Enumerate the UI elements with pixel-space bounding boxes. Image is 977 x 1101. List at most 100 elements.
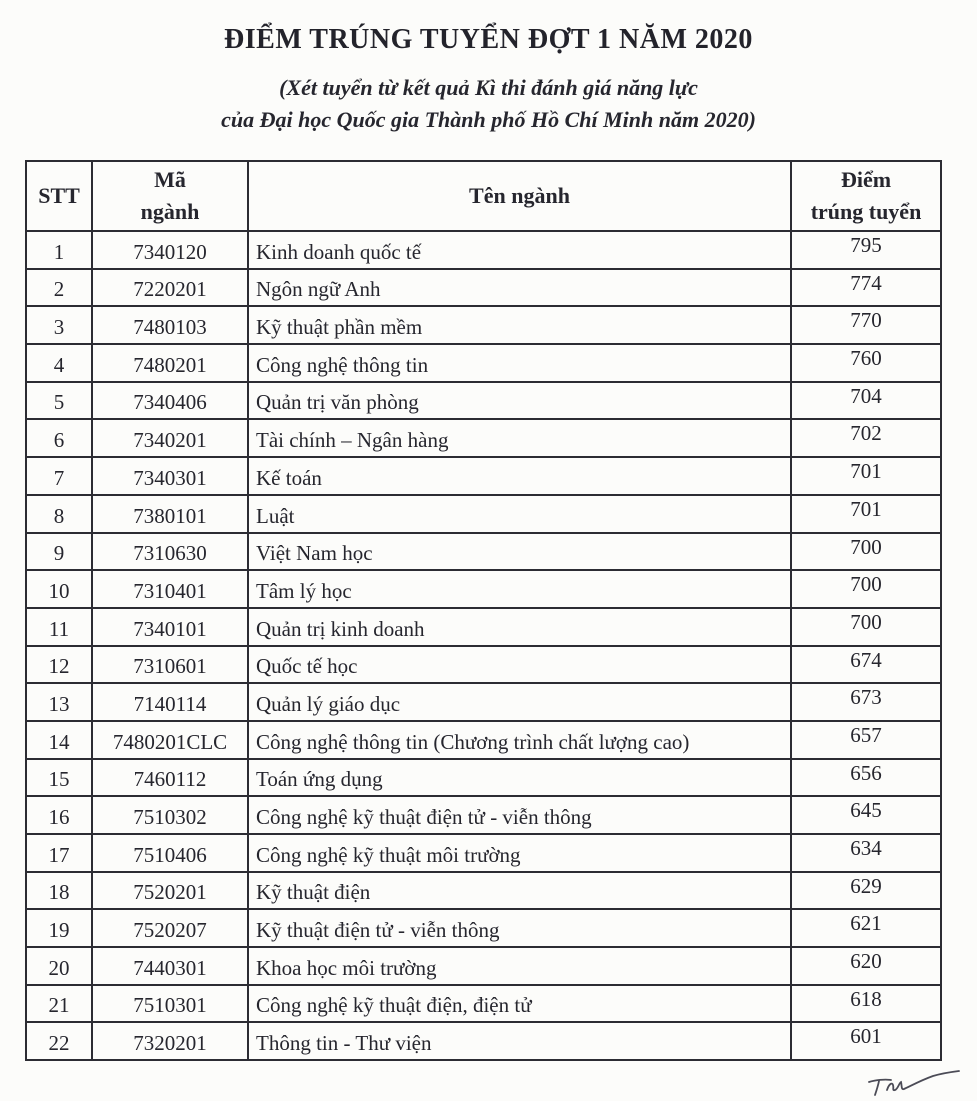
major-code-cell: 7310401: [91, 569, 249, 609]
stt-cell: 10: [25, 569, 93, 609]
table-row: 9 7310630 Việt Nam học 700: [25, 531, 942, 572]
major-code-cell: 7220201: [91, 267, 249, 308]
major-name-cell: Công nghệ thông tin: [247, 343, 792, 383]
table-row: 16 7510302 Công nghệ kỹ thuật điện tử - …: [25, 795, 942, 835]
table-row: 10 7310401 Tâm lý học 700: [25, 569, 942, 609]
header-admission-score: Điểm trúng tuyển: [790, 160, 942, 232]
stt-cell: 17: [25, 833, 93, 873]
admission-score-cell: 634: [790, 833, 942, 873]
major-name-cell: Kỹ thuật điện tử - viễn thông: [247, 908, 792, 949]
table-row: 14 7480201CLC Công nghệ thông tin (Chươn…: [25, 719, 942, 760]
stt-cell: 18: [25, 870, 93, 911]
major-code-cell: 7460112: [91, 757, 249, 798]
major-name-cell: Công nghệ kỹ thuật điện tử - viễn thông: [247, 795, 792, 835]
table-row: 5 7340406 Quản trị văn phòng 704: [25, 380, 942, 421]
major-code-cell: 7340201: [91, 418, 249, 459]
stt-cell: 4: [25, 343, 93, 383]
table-row: 4 7480201 Công nghệ thông tin 760: [25, 343, 942, 383]
table-row: 7 7340301 Kế toán 701: [25, 456, 942, 496]
admission-score-cell: 701: [790, 456, 942, 496]
page-subtitle: (Xét tuyển từ kết quả Kì thi đánh giá nă…: [0, 72, 977, 136]
admission-score-cell: 629: [790, 870, 942, 911]
admission-score-cell: 674: [790, 644, 942, 685]
major-name-cell: Kỹ thuật điện: [247, 870, 792, 911]
table-row: 13 7140114 Quản lý giáo dục 673: [25, 682, 942, 722]
major-name-cell: Công nghệ thông tin (Chương trình chất l…: [247, 719, 792, 760]
handwritten-signature: [868, 1070, 960, 1096]
admission-score-cell: 657: [790, 719, 942, 760]
table-row: 20 7440301 Khoa học môi trường 620: [25, 946, 942, 986]
table-row: 3 7480103 Kỹ thuật phần mềm 770: [25, 305, 942, 346]
admission-score-cell: 701: [790, 493, 942, 534]
major-code-cell: 7340406: [91, 380, 249, 421]
admission-score-cell: 621: [790, 908, 942, 949]
subtitle-line-2: của Đại học Quốc gia Thành phố Hồ Chí Mi…: [221, 106, 756, 132]
major-name-cell: Tâm lý học: [247, 569, 792, 609]
admission-score-cell: 702: [790, 418, 942, 459]
major-code-cell: 7480103: [91, 305, 249, 346]
table-row: 22 7320201 Thông tin - Thư viện 601: [25, 1021, 942, 1062]
major-name-cell: Tài chính – Ngân hàng: [247, 418, 792, 459]
admission-score-cell: 700: [790, 569, 942, 609]
table-row: 2 7220201 Ngôn ngữ Anh 774: [25, 267, 942, 308]
table-row: 15 7460112 Toán ứng dụng 656: [25, 757, 942, 798]
admission-score-cell: 774: [790, 267, 942, 308]
admission-score-cell: 673: [790, 682, 942, 722]
table-row: 17 7510406 Công nghệ kỹ thuật môi trường…: [25, 833, 942, 873]
subtitle-line-1: (Xét tuyển từ kết quả Kì thi đánh giá nă…: [279, 75, 698, 100]
stt-cell: 12: [25, 644, 93, 685]
header-major-code: Mã ngành: [91, 160, 249, 232]
major-name-cell: Quản lý giáo dục: [247, 682, 792, 722]
major-name-cell: Luật: [247, 493, 792, 534]
stt-cell: 5: [25, 380, 93, 421]
stt-cell: 21: [25, 983, 93, 1024]
stt-cell: 11: [25, 606, 93, 647]
stt-cell: 2: [25, 267, 93, 308]
header-major-name: Tên ngành: [247, 160, 792, 232]
admission-score-cell: 770: [790, 305, 942, 346]
table-row: 19 7520207 Kỹ thuật điện tử - viễn thông…: [25, 908, 942, 949]
admission-score-cell: 601: [790, 1021, 942, 1062]
admission-score-cell: 618: [790, 983, 942, 1024]
stt-cell: 20: [25, 946, 93, 986]
major-name-cell: Công nghệ kỹ thuật điện, điện tử: [247, 983, 792, 1024]
major-name-cell: Kế toán: [247, 456, 792, 496]
table-row: 12 7310601 Quốc tế học 674: [25, 644, 942, 685]
major-code-cell: 7510302: [91, 795, 249, 835]
table-row: 1 7340120 Kinh doanh quốc tế 795: [25, 230, 942, 270]
major-code-cell: 7140114: [91, 682, 249, 722]
major-name-cell: Công nghệ kỹ thuật môi trường: [247, 833, 792, 873]
admission-score-cell: 656: [790, 757, 942, 798]
stt-cell: 22: [25, 1021, 93, 1062]
major-code-cell: 7380101: [91, 493, 249, 534]
document-header: ĐIỂM TRÚNG TUYỂN ĐỢT 1 NĂM 2020 (Xét tuy…: [0, 0, 977, 136]
major-code-cell: 7320201: [91, 1021, 249, 1062]
stt-cell: 15: [25, 757, 93, 798]
admission-score-cell: 760: [790, 343, 942, 383]
major-name-cell: Quản trị văn phòng: [247, 380, 792, 421]
major-code-cell: 7310601: [91, 644, 249, 685]
major-code-cell: 7520201: [91, 870, 249, 911]
major-code-cell: 7440301: [91, 946, 249, 986]
major-code-cell: 7480201: [91, 343, 249, 383]
header-stt: STT: [25, 160, 93, 232]
table-row: 6 7340201 Tài chính – Ngân hàng 702: [25, 418, 942, 459]
stt-cell: 3: [25, 305, 93, 346]
stt-cell: 13: [25, 682, 93, 722]
major-code-cell: 7340120: [91, 230, 249, 270]
stt-cell: 7: [25, 456, 93, 496]
major-name-cell: Khoa học môi trường: [247, 946, 792, 986]
admission-score-cell: 704: [790, 380, 942, 421]
major-name-cell: Quản trị kinh doanh: [247, 606, 792, 647]
major-name-cell: Kỹ thuật phần mềm: [247, 305, 792, 346]
stt-cell: 9: [25, 531, 93, 572]
admission-score-cell: 700: [790, 606, 942, 647]
stt-cell: 1: [25, 230, 93, 270]
admission-score-cell: 645: [790, 795, 942, 835]
major-code-cell: 7340101: [91, 606, 249, 647]
major-name-cell: Việt Nam học: [247, 531, 792, 572]
page-title: ĐIỂM TRÚNG TUYỂN ĐỢT 1 NĂM 2020: [224, 24, 753, 55]
stt-cell: 19: [25, 908, 93, 949]
major-code-cell: 7520207: [91, 908, 249, 949]
major-code-cell: 7340301: [91, 456, 249, 496]
